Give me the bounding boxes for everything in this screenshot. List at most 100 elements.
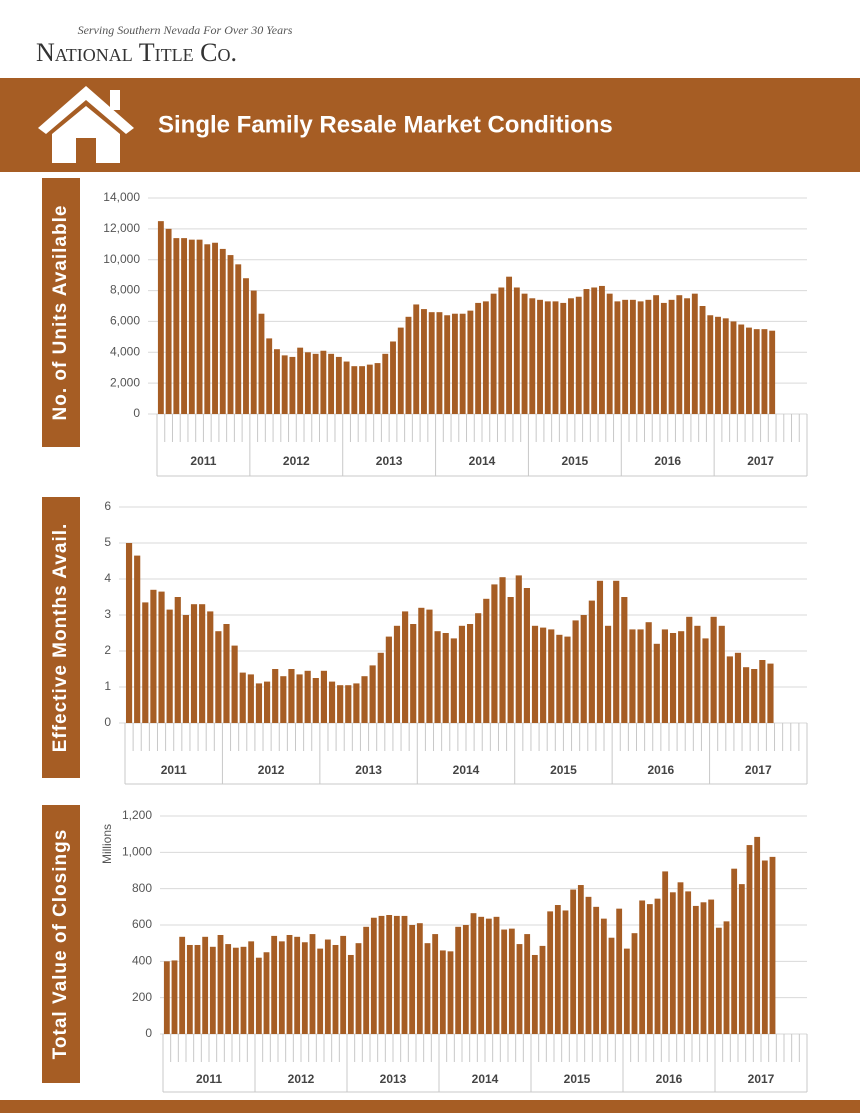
bar	[746, 845, 753, 1034]
bar	[653, 295, 660, 414]
bar	[181, 238, 188, 414]
y-tick-label: 1	[104, 679, 111, 693]
bar	[700, 902, 707, 1034]
title-banner	[0, 78, 860, 172]
y-tick-label: 6,000	[110, 314, 140, 328]
bar	[653, 643, 660, 723]
bar	[353, 683, 360, 723]
bar	[516, 944, 523, 1034]
y-tick-label: 0	[104, 715, 111, 729]
bar	[478, 916, 485, 1034]
bar	[227, 255, 234, 414]
bar	[570, 889, 577, 1034]
side-label: No. of Units Available	[50, 205, 71, 421]
y-axis-label: Millions	[100, 824, 114, 864]
bar	[255, 957, 262, 1034]
y-tick-label: 6	[104, 499, 111, 513]
bar	[583, 289, 590, 414]
bar	[621, 597, 628, 723]
bar	[753, 329, 760, 414]
bar	[761, 329, 768, 414]
bar	[759, 660, 766, 723]
year-label: 2012	[258, 763, 285, 777]
bar	[335, 356, 342, 414]
bar	[328, 353, 335, 414]
bar	[718, 625, 725, 723]
y-tick-label: 200	[132, 990, 152, 1004]
y-tick-label: 1,000	[122, 845, 152, 859]
bar	[710, 616, 717, 723]
bar	[190, 604, 198, 723]
year-label: 2016	[654, 454, 681, 468]
year-label: 2017	[747, 454, 774, 468]
bar	[320, 670, 328, 723]
bar	[158, 591, 165, 723]
year-label: 2015	[550, 763, 577, 777]
bar	[297, 347, 304, 414]
bar	[390, 341, 396, 414]
bar	[708, 899, 715, 1034]
bar	[692, 905, 699, 1034]
bar	[424, 943, 431, 1034]
bar	[702, 638, 709, 723]
bar	[491, 584, 498, 723]
bar	[345, 685, 352, 723]
bar	[248, 941, 255, 1034]
bar	[677, 882, 684, 1034]
bar	[382, 353, 389, 414]
bar	[568, 298, 574, 414]
bar	[225, 944, 232, 1034]
bar	[616, 908, 623, 1034]
bar	[539, 945, 546, 1034]
bar	[436, 312, 443, 414]
bar	[654, 898, 661, 1034]
side-label-bg	[42, 178, 80, 447]
bar	[684, 298, 690, 414]
bar	[294, 936, 301, 1034]
bar	[614, 301, 621, 414]
bar	[707, 315, 714, 414]
year-label: 2016	[656, 1072, 683, 1086]
bar	[386, 915, 393, 1034]
bar	[405, 316, 412, 414]
bar	[166, 609, 173, 723]
year-label: 2013	[380, 1072, 407, 1086]
bar	[212, 242, 218, 414]
y-tick-label: 3	[104, 607, 111, 621]
bar	[645, 622, 652, 723]
bar	[428, 312, 435, 414]
bar	[639, 900, 646, 1034]
bar	[631, 933, 638, 1034]
bar	[134, 555, 141, 723]
bar	[447, 951, 454, 1034]
y-tick-label: 600	[132, 917, 152, 931]
bar	[588, 600, 595, 723]
bar	[309, 934, 316, 1034]
bar	[320, 350, 327, 414]
side-label-bg	[42, 805, 80, 1083]
bar	[685, 891, 692, 1034]
bar	[743, 667, 750, 723]
year-label: 2015	[564, 1072, 591, 1086]
bar	[769, 856, 776, 1034]
year-label: 2011	[196, 1072, 222, 1086]
bar	[188, 239, 195, 414]
bar	[722, 318, 729, 414]
y-tick-label: 1,200	[122, 808, 152, 822]
bar	[355, 943, 362, 1034]
bar	[328, 681, 336, 723]
bar	[629, 299, 636, 414]
bar	[499, 577, 506, 723]
bar	[564, 636, 571, 723]
bar	[660, 302, 667, 414]
bar	[363, 926, 370, 1034]
bar	[286, 934, 293, 1034]
bar	[613, 580, 620, 723]
bar	[402, 611, 409, 723]
bar	[593, 906, 600, 1034]
bar	[304, 670, 311, 723]
year-label: 2013	[376, 454, 403, 468]
bar	[418, 607, 425, 723]
bar	[377, 652, 384, 723]
bar	[466, 624, 474, 723]
